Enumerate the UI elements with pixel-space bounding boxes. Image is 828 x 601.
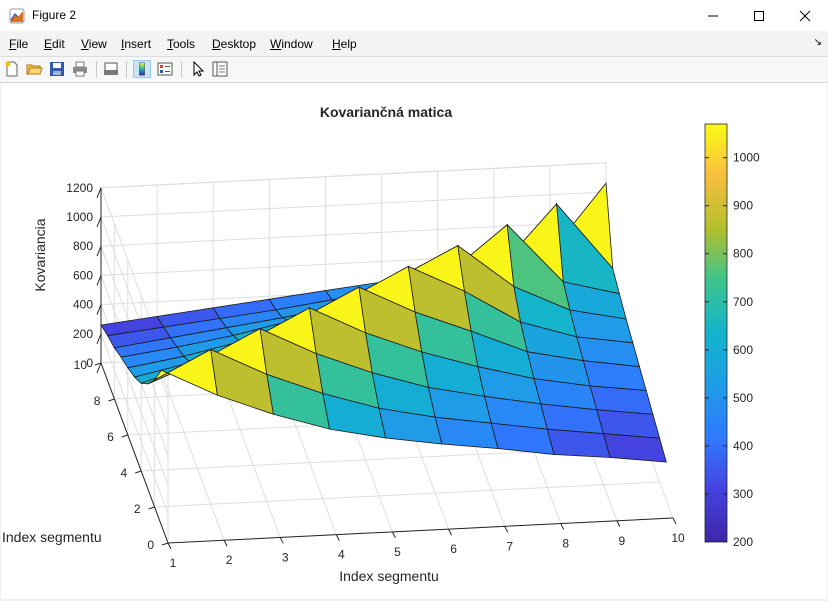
z-tick-mark <box>96 275 102 286</box>
x-tick-label: 5 <box>394 545 401 559</box>
y-tick-label: 2 <box>134 502 141 516</box>
x-tick-mark <box>560 523 565 530</box>
colorbar-tick-label: 1000 <box>733 151 760 165</box>
window-titlebar: Figure 2 <box>0 0 828 31</box>
toolbar-separator <box>96 61 97 78</box>
menu-window[interactable]: Window <box>270 37 313 51</box>
colorbar[interactable] <box>704 123 728 543</box>
maximize-icon <box>754 10 764 21</box>
z-tick-label: 1000 <box>66 210 93 224</box>
x-tick-mark <box>167 542 172 550</box>
matlab-icon <box>9 8 25 24</box>
menu-insert[interactable]: Insert <box>121 37 152 51</box>
menu-edit[interactable]: Edit <box>44 37 65 51</box>
colorbar-tick-label: 300 <box>733 487 753 501</box>
colorbar-tick-label: 800 <box>733 247 753 261</box>
z-tick-mark <box>96 187 102 198</box>
x-tick-mark <box>672 517 677 525</box>
x-tick-label: 3 <box>282 550 289 564</box>
x-tick-label: 1 <box>170 556 177 570</box>
new-figure-icon[interactable] <box>3 60 21 78</box>
x-axis-label: Index segmentu <box>339 568 439 584</box>
z-tick-label: 1200 <box>66 181 93 195</box>
minimize-button[interactable] <box>690 0 736 31</box>
x-tick-mark <box>391 531 396 539</box>
y-tick-mark <box>161 542 169 546</box>
open-file-icon[interactable] <box>25 60 43 78</box>
colorbar-tick-label: 500 <box>733 391 753 405</box>
x-tick-mark <box>279 537 284 544</box>
print-preview-icon[interactable] <box>102 60 120 78</box>
surface-patch <box>546 428 611 458</box>
menu-view[interactable]: View <box>81 37 107 51</box>
x-tick-mark <box>504 526 509 533</box>
x-tick-mark <box>335 534 340 541</box>
x-tick-mark <box>223 539 228 547</box>
colorbar-tick-label: 400 <box>733 439 753 453</box>
menu-bar: File Edit View Insert Tools Desktop Wind… <box>0 31 828 57</box>
close-icon <box>799 10 811 21</box>
y-axis-label: Index segmentu <box>2 529 102 545</box>
z-tick-label: 800 <box>73 239 93 253</box>
colorbar-tick-label: 600 <box>733 343 753 357</box>
minimize-icon <box>708 15 718 16</box>
y-tick-mark <box>148 506 155 510</box>
property-inspector-icon[interactable] <box>211 60 229 78</box>
x-tick-mark <box>448 528 453 536</box>
z-tick-label: 600 <box>73 268 93 282</box>
dock-arrow-icon[interactable]: ↘ <box>813 37 822 48</box>
surface-patch <box>602 433 667 463</box>
figure-canvas: Kovariančná matica 1 2 3 4 5 6 7 8 9 10 0 2 4 6 8 10 0 20… <box>1 83 827 599</box>
pointer-icon[interactable] <box>189 60 207 78</box>
colorbar-icon[interactable] <box>133 60 151 78</box>
x-tick-mark <box>616 520 621 528</box>
x-tick-label: 2 <box>226 553 233 567</box>
y-tick-label: 8 <box>94 394 101 408</box>
close-button[interactable] <box>782 0 828 31</box>
x-tick-label: 8 <box>562 537 569 551</box>
colorbar-tick-label: 200 <box>733 535 753 549</box>
y-tick-label: 10 <box>74 358 88 372</box>
colorbar-tick-label: 900 <box>733 199 753 213</box>
x-tick-label: 7 <box>506 539 513 553</box>
z-tick-mark <box>96 216 102 228</box>
menu-help[interactable]: Help <box>332 37 357 51</box>
z-tick-mark <box>96 246 102 257</box>
print-icon[interactable] <box>71 60 89 78</box>
toolbar-separator <box>126 61 127 78</box>
menu-file[interactable]: File <box>9 37 29 51</box>
y-tick-mark <box>108 398 115 402</box>
y-tick-label: 6 <box>107 430 114 444</box>
z-tick-label: 0 <box>86 356 93 370</box>
menu-tools[interactable]: Tools <box>167 37 196 51</box>
y-tick-label: 0 <box>147 538 154 552</box>
y-tick-label: 4 <box>121 466 128 480</box>
x-tick-label: 4 <box>338 548 345 562</box>
z-tick-label: 400 <box>73 298 93 312</box>
colorbar-tick-label: 700 <box>733 295 753 309</box>
toolbar-separator <box>181 61 182 78</box>
menu-desktop[interactable]: Desktop <box>212 37 257 51</box>
y-tick-mark <box>94 362 102 366</box>
figure-toolbar <box>0 57 828 83</box>
y-tick-mark <box>135 470 142 474</box>
window-title: Figure 2 <box>32 8 77 22</box>
z-tick-mark <box>96 333 102 344</box>
y-tick-mark <box>121 434 128 438</box>
legend-icon[interactable] <box>156 60 174 78</box>
z-tick-label: 200 <box>73 327 93 341</box>
axis-line <box>100 362 674 544</box>
chart-title: Kovariančná matica <box>320 104 452 120</box>
x-tick-label: 6 <box>450 542 457 556</box>
x-tick-label: 9 <box>619 534 626 548</box>
x-tick-label: 10 <box>671 531 685 545</box>
save-icon[interactable] <box>48 60 66 78</box>
maximize-button[interactable] <box>736 0 782 31</box>
z-axis-label: Kovariancia <box>32 218 48 291</box>
z-tick-mark <box>96 304 102 315</box>
z-tick-mark <box>96 362 102 374</box>
